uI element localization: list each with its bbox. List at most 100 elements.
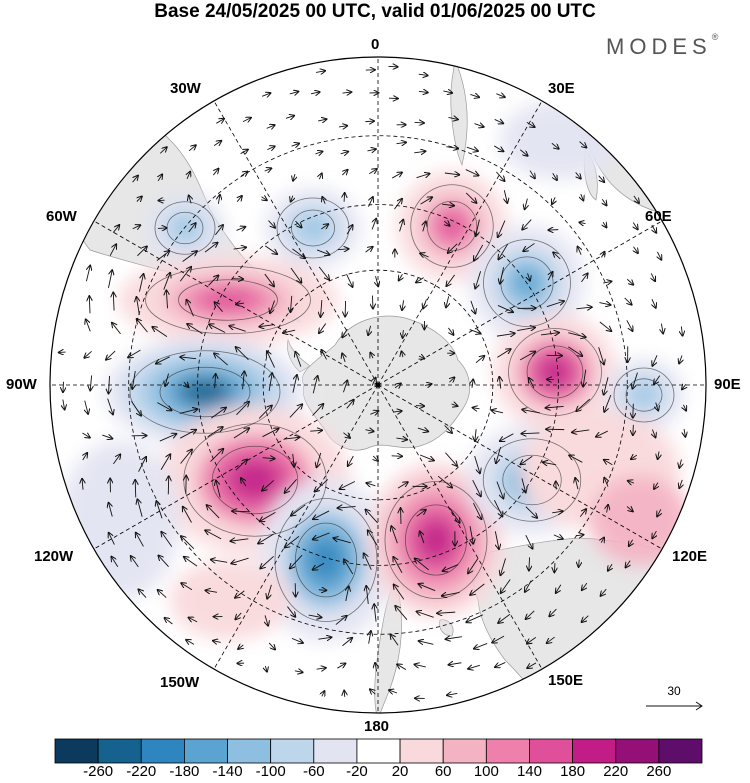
lon-label-30w: 30W — [170, 80, 201, 97]
wind-arrow — [607, 505, 608, 513]
wind-arrow — [543, 462, 557, 464]
south-atlantic-low-2 — [265, 188, 361, 268]
wind-arrow — [416, 174, 430, 179]
wind-arrow — [521, 455, 533, 464]
wind-arrow — [235, 590, 245, 598]
wind-arrow — [235, 612, 242, 619]
wind-arrow — [333, 538, 351, 544]
wind-arrow — [340, 481, 356, 489]
lon-label-180: 180 — [364, 718, 390, 735]
wind-arrow — [633, 403, 634, 418]
wind-arrow — [553, 173, 557, 180]
wind-arrow — [108, 270, 112, 288]
wind-arrow — [470, 525, 473, 544]
wind-arrow — [183, 507, 192, 523]
wind-arrow — [216, 481, 221, 498]
wind-arrow — [656, 402, 658, 411]
wind-arrow — [231, 557, 249, 563]
wind-arrow — [113, 454, 120, 465]
wind-arrow — [497, 349, 510, 358]
wind-arrow — [289, 404, 302, 418]
wind-arrow — [375, 663, 377, 672]
wind-arrow — [293, 453, 294, 467]
wind-arrow — [472, 380, 473, 388]
wind-arrow — [420, 197, 433, 205]
wind-arrow — [448, 243, 458, 253]
wind-arrow — [494, 531, 499, 549]
wind-arrow — [496, 171, 504, 181]
contour-line — [159, 366, 251, 418]
wind-arrow — [346, 273, 353, 287]
colorbar-tick-label: -100 — [255, 763, 286, 780]
contour-line — [129, 350, 281, 434]
wind-arrow — [633, 424, 634, 435]
wind-arrow — [446, 147, 458, 149]
wind-arrow — [218, 195, 220, 204]
wind-arrow — [491, 410, 504, 413]
wind-arrow — [553, 252, 561, 260]
wind-arrow — [504, 190, 507, 203]
wind-arrow — [179, 267, 191, 282]
colorbar-tick-label: 220 — [603, 763, 629, 780]
colorbar-tick-label: 140 — [516, 763, 542, 780]
meridian-line — [213, 384, 379, 670]
wind-arrow — [189, 618, 198, 622]
colorbar-tick-label: -60 — [302, 763, 325, 780]
wind-arrow — [85, 400, 88, 414]
wind-arrow — [137, 247, 146, 257]
meridian-line — [213, 100, 379, 386]
wind-arrow — [391, 526, 398, 544]
lon-label-120w: 120W — [34, 548, 74, 565]
wind-arrow — [370, 353, 373, 358]
contour-line — [290, 209, 335, 247]
wind-arrow — [549, 608, 557, 616]
wind-arrow — [216, 119, 224, 124]
wind-arrow — [138, 589, 147, 598]
wind-arrow — [343, 432, 350, 438]
wind-arrow — [601, 252, 604, 258]
reference-vector-label: 30 — [667, 684, 681, 698]
wind-arrow — [652, 299, 656, 308]
colorbar-tick-label: -140 — [212, 763, 243, 780]
wind-arrow — [572, 430, 590, 432]
map-title: Base 24/05/2025 00 UTC, valid 01/06/2025… — [154, 1, 596, 22]
wind-arrow — [474, 124, 483, 127]
wind-arrow — [492, 635, 505, 643]
wind-arrow — [138, 457, 146, 472]
wind-arrow — [207, 427, 223, 438]
wind-arrow — [654, 375, 661, 384]
wind-arrow — [82, 479, 83, 490]
wind-arrow — [598, 347, 604, 364]
wind-arrow — [368, 530, 378, 546]
wind-arrow — [291, 143, 299, 146]
wind-arrow — [681, 326, 682, 335]
wind-arrow — [205, 530, 222, 540]
wind-arrow — [446, 296, 449, 307]
wind-arrow — [527, 662, 537, 668]
wind-arrow — [187, 172, 190, 179]
wind-arrow — [240, 150, 248, 154]
wind-arrow — [657, 509, 661, 516]
wind-arrow — [419, 454, 434, 460]
wind-arrow — [295, 220, 302, 227]
wind-arrow — [342, 328, 348, 337]
wind-arrow — [395, 606, 408, 620]
wind-arrow — [599, 303, 610, 305]
wind-arrow — [581, 193, 584, 200]
wind-arrow — [344, 193, 345, 202]
wind-arrow — [318, 266, 329, 280]
wind-arrow — [313, 510, 330, 519]
contour-line — [482, 438, 582, 522]
wind-arrow — [187, 324, 203, 335]
colorbar-tick-label: 260 — [646, 763, 672, 780]
wind-arrow — [444, 173, 459, 175]
wind-arrow — [632, 372, 638, 389]
wind-arrow — [604, 460, 613, 466]
wind-arrow — [346, 400, 354, 409]
wind-arrow — [112, 323, 121, 335]
wind-arrow — [579, 222, 586, 223]
wind-arrow — [113, 293, 114, 311]
wind-arrow — [529, 170, 535, 179]
wind-arrow — [235, 460, 247, 471]
wind-arrow — [63, 381, 64, 392]
